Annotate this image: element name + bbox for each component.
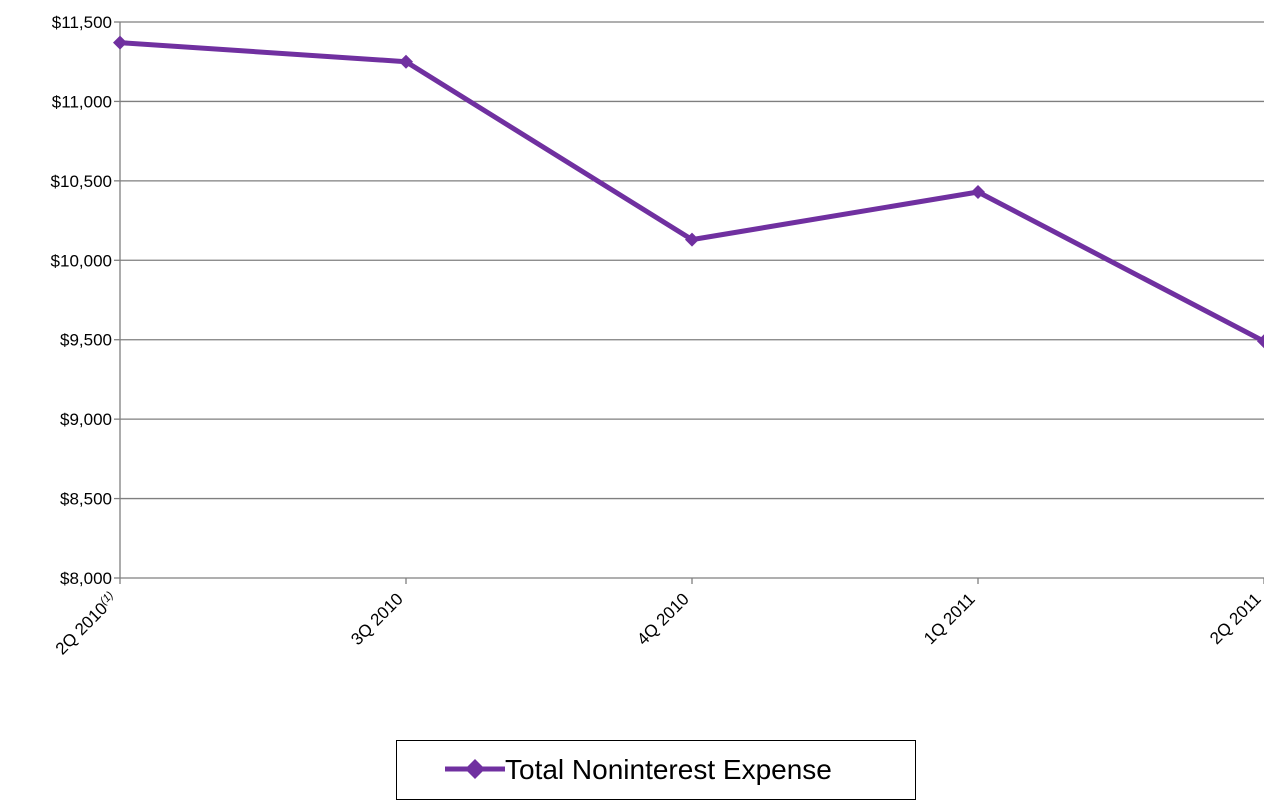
data-point-marker [971,184,985,199]
data-point-marker [399,54,413,69]
data-point-marker [113,35,127,50]
legend-swatch-diamond-icon [445,759,505,779]
x-tick-label: 3Q 2010 [347,589,407,649]
x-tick-label: 2Q 2011 [1206,589,1264,648]
axes [114,21,1264,584]
y-tick-label: $11,000 [52,92,112,111]
data-point-marker [1257,334,1264,349]
series-line [119,40,1264,344]
y-tick-label: $11,500 [52,13,112,32]
data-point-marker [685,232,699,247]
legend-label: Total Noninterest Expense [505,754,832,785]
series-layer [113,35,1264,349]
y-tick-label: $9,500 [60,331,112,350]
legend: Total Noninterest Expense [396,740,916,800]
y-tick-label: $10,500 [51,172,112,191]
y-tick-label: $9,000 [60,410,112,429]
x-tick-label: 1Q 2011 [920,589,979,648]
y-tick-label: $8,500 [60,490,112,509]
y-tick-label: $8,000 [60,569,112,588]
y-tick-labels: $8,000 $8,500 $9,000 $9,500 $10,000 $10,500 $1… [51,13,112,588]
x-tick-label: 4Q 2010 [633,589,693,649]
y-tick-label: $10,000 [51,251,112,270]
gridlines [120,21,1264,500]
x-tick-labels: 2Q 2010(1) 3Q 2010 4Q 2010 1Q 2011 2Q 2011 [52,589,1264,658]
x-tick-label: 2Q 2010(1) [52,589,121,658]
